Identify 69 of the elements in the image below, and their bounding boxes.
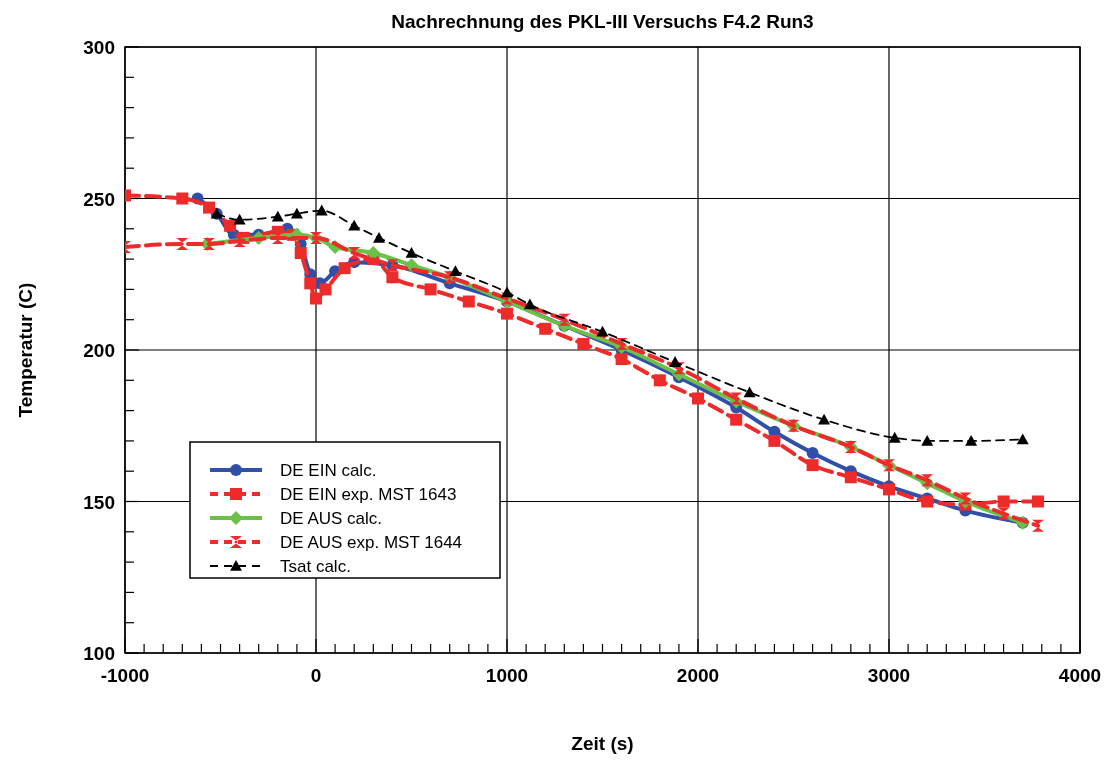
point (501, 307, 513, 320)
point (1016, 433, 1029, 445)
point (424, 283, 437, 296)
point (233, 234, 246, 247)
point (669, 356, 682, 367)
point (203, 201, 216, 214)
point (806, 459, 819, 472)
point (315, 204, 328, 216)
point (176, 237, 189, 250)
point (338, 262, 351, 275)
point (844, 471, 857, 484)
point (1031, 495, 1044, 508)
x-tick-label: 4000 (1058, 665, 1102, 686)
point (224, 219, 237, 232)
y-tick-label: 250 (83, 188, 115, 210)
x-tick-label: 3000 (867, 665, 911, 686)
point (1031, 519, 1044, 532)
point (921, 474, 934, 487)
point (596, 325, 609, 337)
point (692, 392, 704, 405)
point (462, 295, 475, 308)
point (294, 247, 307, 260)
point (539, 322, 552, 335)
x-tick-label: 2000 (676, 665, 720, 686)
point (730, 392, 743, 405)
point (768, 434, 781, 447)
point (501, 286, 513, 298)
point (348, 219, 361, 231)
point (290, 207, 303, 219)
point (176, 192, 189, 205)
x-tick-label: -1000 (100, 665, 150, 686)
x-axis-title: Zeit (s) (571, 733, 634, 754)
point (386, 271, 399, 284)
point (348, 247, 361, 260)
y-tick-label: 150 (83, 491, 115, 513)
point (523, 298, 536, 310)
point (965, 434, 978, 446)
legend-label: DE AUS exp. MST 1644 (280, 533, 463, 552)
point (271, 210, 284, 222)
y-tick-label: 300 (83, 37, 115, 58)
point (233, 213, 246, 225)
point (615, 353, 628, 366)
legend-label: DE EIN exp. MST 1643 (280, 485, 457, 504)
y-tick-label: 200 (83, 340, 115, 361)
point (310, 292, 322, 305)
y-axis-title: Temperatur (C) (15, 282, 36, 418)
point (997, 507, 1010, 520)
point (304, 277, 317, 290)
point (921, 434, 934, 446)
point (319, 283, 332, 296)
point (743, 386, 756, 398)
point (653, 374, 666, 387)
point (959, 492, 972, 505)
chart-title: Nachrechnung des PKL-III Versuchs F4.2 Run3 (391, 11, 814, 32)
x-tick-label: 1000 (485, 665, 529, 686)
legend-label: Tsat calc. (280, 557, 351, 576)
legend-label: DE AUS calc. (280, 509, 383, 528)
point (888, 431, 901, 443)
point (997, 495, 1010, 508)
point (806, 447, 819, 460)
point (405, 247, 418, 258)
point (373, 231, 386, 243)
point (558, 313, 571, 326)
legend-label: DE EIN calc. (280, 461, 377, 480)
y-tick-label: 100 (83, 643, 115, 664)
point (730, 413, 743, 426)
point (449, 265, 462, 277)
x-tick-label: 0 (310, 665, 322, 686)
point (577, 337, 590, 350)
